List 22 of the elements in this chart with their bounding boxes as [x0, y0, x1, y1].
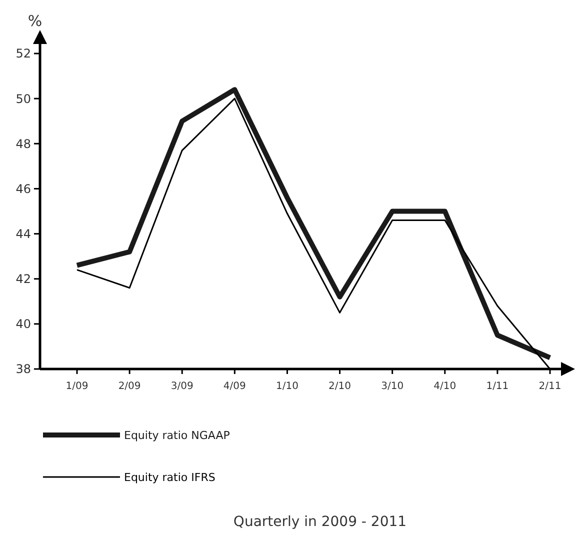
x-tick-label: 2/09 — [118, 381, 141, 392]
text: Equity ratio NGAAP — [124, 428, 230, 442]
x-tick-label: 4/09 — [223, 381, 246, 392]
y-tick-label: 48 — [16, 136, 31, 151]
x-tick-label: 1/09 — [66, 381, 88, 392]
x-tick-label: 3/09 — [170, 381, 194, 392]
x-tick-label: 1/11 — [486, 381, 509, 392]
y-tick-label: 50 — [16, 92, 31, 106]
text: Quarterly in 2009 - 2011 — [233, 514, 407, 530]
x-tick-label: 3/10 — [381, 381, 404, 392]
text: Equity ratio IFRS — [124, 470, 216, 484]
y-tick-label: 38 — [16, 362, 31, 376]
y-tick-label: 52 — [16, 46, 31, 61]
x-tick-label: 1/10 — [276, 381, 298, 392]
y-axis-title: % — [28, 12, 42, 30]
y-tick-label: 44 — [16, 226, 31, 241]
x-tick-label: 2/10 — [328, 381, 352, 392]
y-tick-label: 40 — [16, 317, 31, 332]
y-tick-label: 46 — [16, 182, 31, 196]
y-tick-label: 42 — [16, 272, 31, 286]
x-tick-label: 2/11 — [538, 381, 562, 392]
x-tick-label: 4/10 — [434, 381, 456, 392]
